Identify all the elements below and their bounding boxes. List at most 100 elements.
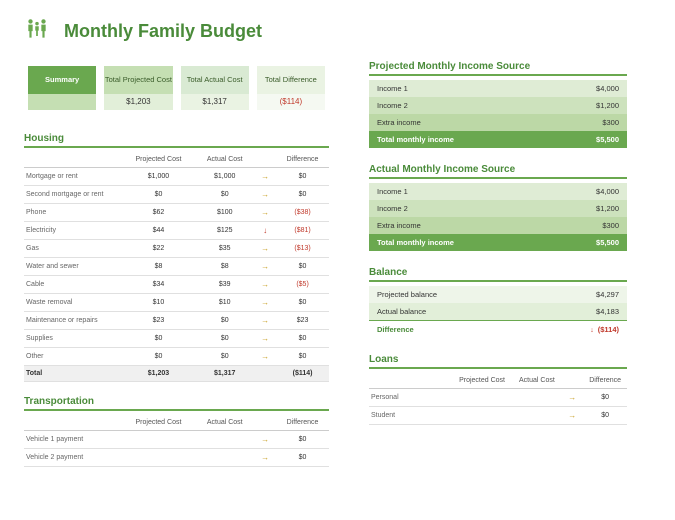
- cell-diff: ($114): [276, 366, 329, 382]
- cell-diff: $0: [276, 449, 329, 467]
- row-label: Difference: [377, 325, 414, 334]
- row-value: $4,000: [596, 84, 619, 93]
- cell-diff: $0: [276, 168, 329, 186]
- trend-arrow-icon: →: [254, 276, 276, 294]
- summary-col-value: $1,317: [181, 94, 249, 110]
- cell-projected: $22: [122, 240, 196, 258]
- trend-arrow-icon: →: [254, 294, 276, 312]
- cell-actual: $100: [195, 204, 254, 222]
- balance-diff-row: Difference↓($114): [369, 320, 627, 338]
- summary-bar: Summary Total Projected Cost $1,203 Tota…: [24, 61, 329, 115]
- row-label: Extra income: [377, 118, 421, 127]
- row-label: Income 1: [377, 187, 408, 196]
- row-label: Student: [369, 407, 452, 425]
- cell-actual: [195, 431, 254, 449]
- cell-projected: $10: [122, 294, 196, 312]
- trend-arrow-icon: ↓: [254, 222, 276, 240]
- cell-projected: $0: [122, 330, 196, 348]
- trend-arrow-icon: →: [254, 431, 276, 449]
- table-row: Vehicle 1 payment →$0: [24, 431, 329, 449]
- table-row: Second mortgage or rent$0$0→$0: [24, 186, 329, 204]
- cell-projected: [122, 449, 196, 467]
- cell-diff: $0: [276, 348, 329, 366]
- trend-arrow-icon: →: [254, 348, 276, 366]
- row-label: Phone: [24, 204, 122, 222]
- balance-row: Projected balance$4,297: [369, 286, 627, 303]
- cell-diff: $0: [276, 431, 329, 449]
- cell-projected: [122, 431, 196, 449]
- cell-diff: ($13): [276, 240, 329, 258]
- balance-row: Actual balance$4,183: [369, 303, 627, 320]
- block-title: Balance: [369, 267, 627, 282]
- table-row: Electricity$44$125↓($81): [24, 222, 329, 240]
- summary-col-value: ($114): [257, 94, 325, 110]
- row-label: Waste removal: [24, 294, 122, 312]
- cell-actual: $8: [195, 258, 254, 276]
- trend-arrow-icon: →: [254, 168, 276, 186]
- cell-diff: ($5): [276, 276, 329, 294]
- transportation-table: Projected Cost Actual Cost Difference Ve…: [24, 415, 329, 467]
- transportation-section: Transportation Projected Cost Actual Cos…: [24, 396, 329, 467]
- cell-projected: [452, 389, 513, 407]
- row-label: Second mortgage or rent: [24, 186, 122, 204]
- summary-col-header: Total Actual Cost: [181, 66, 249, 94]
- row-label: Maintenance or repairs: [24, 312, 122, 330]
- cell-diff: ($38): [276, 204, 329, 222]
- income-row: Income 2 $1,200: [369, 97, 627, 114]
- page-title: Monthly Family Budget: [24, 16, 651, 47]
- trend-arrow-icon: →: [254, 204, 276, 222]
- col-header: Actual Cost: [195, 415, 254, 431]
- col-header: Actual Cost: [513, 373, 562, 389]
- row-value: $5,500: [596, 135, 619, 144]
- cell-projected: $0: [122, 348, 196, 366]
- row-label: Other: [24, 348, 122, 366]
- cell-actual: $0: [195, 186, 254, 204]
- balance-block: Balance Projected balance$4,297Actual ba…: [369, 267, 627, 338]
- row-label: Income 1: [377, 84, 408, 93]
- cell-projected: $1,000: [122, 168, 196, 186]
- row-label: Vehicle 1 payment: [24, 431, 122, 449]
- trend-arrow-icon: →: [561, 407, 583, 425]
- cell-projected: $1,203: [122, 366, 196, 382]
- trend-arrow-icon: →: [254, 449, 276, 467]
- cell-projected: $0: [122, 186, 196, 204]
- income-row: Extra income$300: [369, 217, 627, 234]
- income-total-row: Total monthly income$5,500: [369, 234, 627, 251]
- cell-actual: $1,317: [195, 366, 254, 382]
- row-label: Extra income: [377, 221, 421, 230]
- row-value: $300: [602, 118, 619, 127]
- cell-actual: $0: [195, 348, 254, 366]
- income-row: Income 1 $4,000: [369, 80, 627, 97]
- row-value: $1,200: [596, 204, 619, 213]
- cell-diff: $0: [583, 407, 627, 425]
- income-total-row: Total monthly income$5,500: [369, 131, 627, 148]
- housing-table: Projected Cost Actual Cost Difference Mo…: [24, 152, 329, 382]
- row-label: Vehicle 2 payment: [24, 449, 122, 467]
- row-value: $1,200: [596, 101, 619, 110]
- table-row: Personal→$0: [369, 389, 627, 407]
- table-row: Vehicle 2 payment →$0: [24, 449, 329, 467]
- loans-section: Loans Projected Cost Actual Cost Differe…: [369, 354, 627, 425]
- table-row: Water and sewer$8$8→$0: [24, 258, 329, 276]
- row-label: Supplies: [24, 330, 122, 348]
- trend-arrow-icon: →: [254, 258, 276, 276]
- cell-actual: $0: [195, 330, 254, 348]
- cell-projected: $34: [122, 276, 196, 294]
- projected-income-block: Projected Monthly Income Source Income 1…: [369, 61, 627, 148]
- col-header: Difference: [583, 373, 627, 389]
- block-title: Projected Monthly Income Source: [369, 61, 627, 76]
- cell-actual: $1,000: [195, 168, 254, 186]
- housing-section: Housing Projected Cost Actual Cost Diffe…: [24, 133, 329, 382]
- cell-actual: $39: [195, 276, 254, 294]
- table-total-row: Total$1,203$1,317($114): [24, 366, 329, 382]
- cell-actual: [513, 407, 562, 425]
- income-row: Income 2$1,200: [369, 200, 627, 217]
- trend-arrow-icon: →: [254, 240, 276, 258]
- section-title: Transportation: [24, 396, 329, 411]
- cell-actual: $35: [195, 240, 254, 258]
- row-label: Income 2: [377, 101, 408, 110]
- trend-arrow-icon: →: [254, 330, 276, 348]
- summary-label: Summary: [28, 66, 96, 94]
- col-header: Actual Cost: [195, 152, 254, 168]
- col-header: Projected Cost: [452, 373, 513, 389]
